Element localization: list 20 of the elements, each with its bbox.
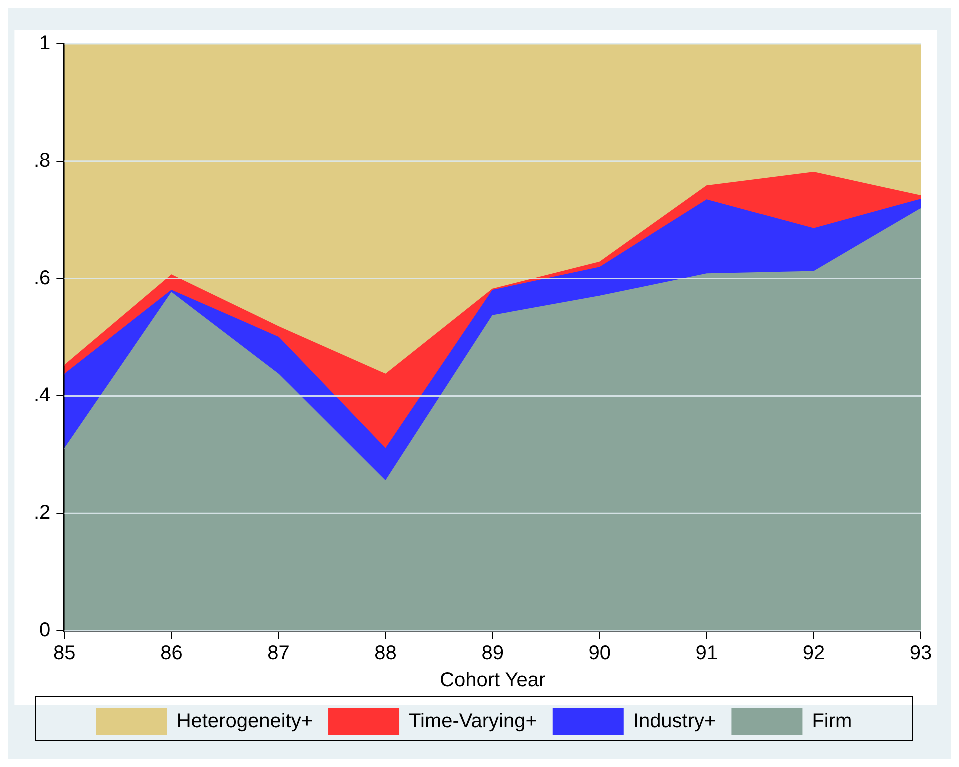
- y-tick-label: .6: [34, 267, 51, 290]
- y-tick-label: 1: [40, 32, 51, 55]
- y-tick-label: .2: [34, 502, 51, 524]
- x-tick-label: 85: [54, 642, 76, 665]
- x-tick-label: 89: [482, 642, 504, 665]
- x-tick-label: 87: [268, 642, 290, 665]
- y-tick-label: 0: [40, 620, 51, 642]
- x-tick-label: 91: [696, 642, 718, 665]
- x-axis-title: Cohort Year: [440, 670, 546, 692]
- x-tick-label: 86: [160, 642, 183, 665]
- x-tick-label: 92: [802, 642, 826, 665]
- y-tick-label: .8: [34, 150, 51, 172]
- legend-label: Time-Varying+: [409, 710, 538, 733]
- legend-label: Heterogeneity+: [176, 710, 314, 733]
- legend-label: Firm: [812, 710, 852, 733]
- x-tick-label: 88: [374, 642, 397, 665]
- x-tick-label: 90: [588, 642, 612, 665]
- legend-label: Industry+: [633, 710, 716, 733]
- y-tick-label: .4: [34, 384, 51, 407]
- x-tick-label: 93: [910, 642, 932, 665]
